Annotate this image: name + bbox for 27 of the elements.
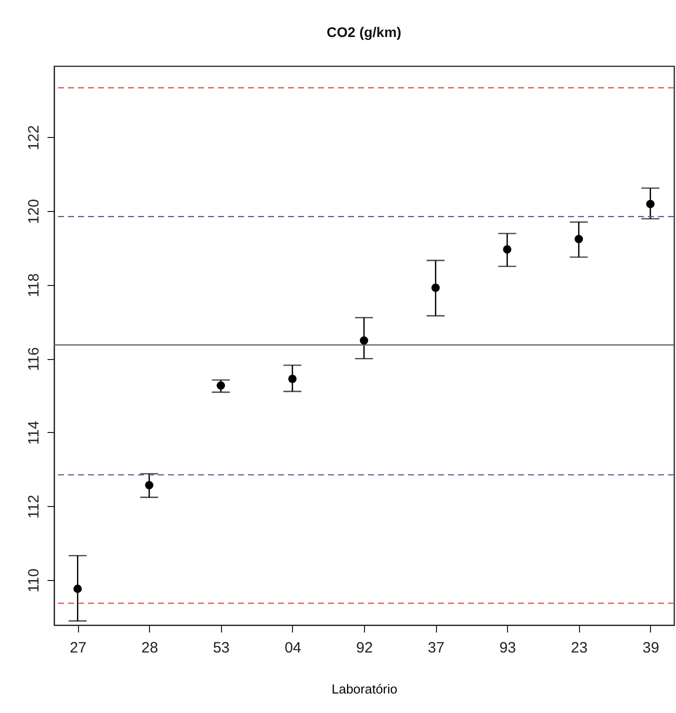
x-tick-label: 04	[284, 640, 302, 656]
y-tick-label: 118	[26, 273, 42, 298]
x-tick-label: 39	[642, 640, 660, 656]
x-tick-label: 92	[356, 640, 373, 656]
y-tick-label: 110	[26, 568, 42, 592]
point	[288, 374, 297, 384]
point	[503, 245, 512, 254]
y-tick-label: 120	[26, 198, 42, 224]
y-tick-label: 114	[26, 420, 42, 445]
point	[73, 584, 82, 594]
chart-title: CO2 (g/km)	[326, 24, 402, 40]
x-tick-label: 53	[212, 640, 230, 656]
x-tick-label: 93	[499, 640, 516, 656]
y-tick-label: 116	[26, 347, 42, 372]
point	[574, 234, 583, 244]
y-tick-label: 122	[26, 125, 42, 150]
point	[145, 480, 154, 490]
y-tick-label: 112	[26, 494, 42, 519]
point	[646, 200, 655, 208]
point	[431, 284, 440, 292]
point	[216, 381, 225, 390]
x-tick-label: 28	[141, 640, 158, 656]
x-tick-label: 27	[70, 640, 86, 656]
x-tick-label: 37	[428, 640, 444, 656]
x-axis-title: Laboratório	[332, 682, 398, 696]
x-tick-label: 23	[570, 640, 588, 656]
point	[360, 336, 368, 345]
